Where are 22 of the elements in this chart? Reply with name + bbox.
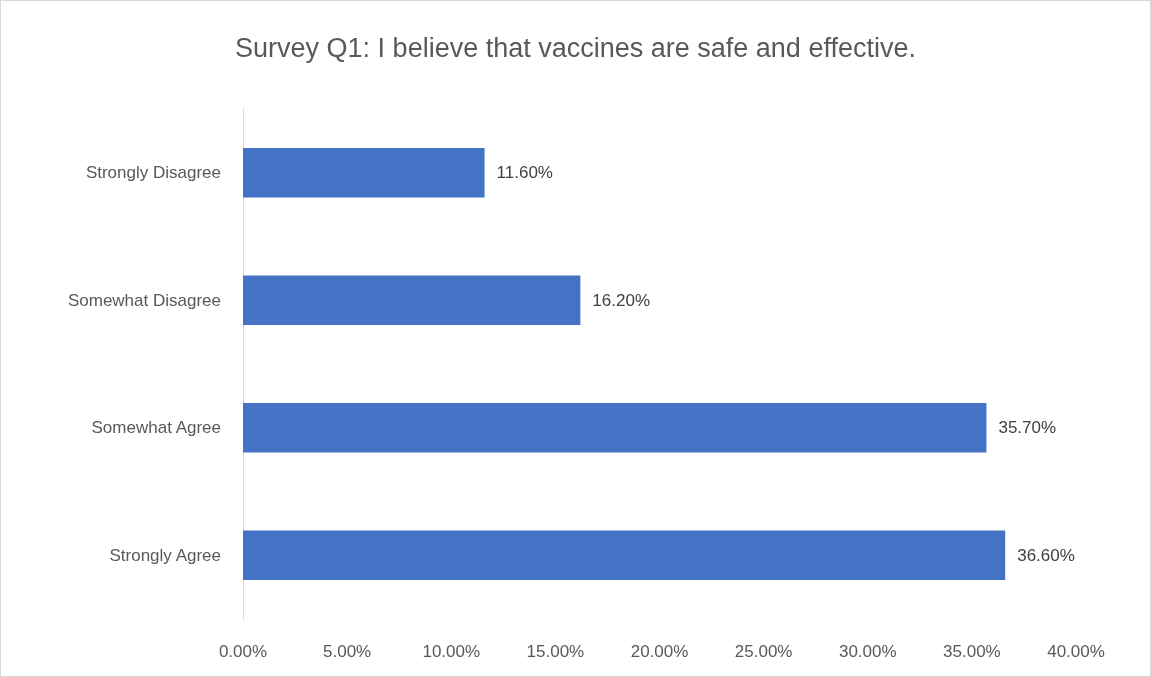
data-label: 35.70% <box>998 418 1057 438</box>
bar <box>243 530 1006 581</box>
bar <box>243 402 987 453</box>
x-tick-label: 40.00% <box>1047 642 1105 661</box>
bar <box>243 275 581 326</box>
x-tick-label: 25.00% <box>734 642 793 661</box>
bar <box>243 147 485 198</box>
data-label: 16.20% <box>592 290 651 310</box>
x-tick-label: 0.00% <box>218 642 268 661</box>
x-tick-label: 35.00% <box>943 642 1001 661</box>
y-tick-label: Somewhat Agree <box>91 418 221 438</box>
x-tick-label: 20.00% <box>630 642 689 661</box>
data-label: 36.60% <box>1017 545 1075 565</box>
x-tick-label: 15.00% <box>526 642 585 661</box>
y-tick-label: Strongly Agree <box>109 545 221 565</box>
data-label: 11.60% <box>496 163 553 183</box>
y-tick-label: Somewhat Disagree <box>67 290 221 310</box>
chart-title: Survey Q1: I believe that vaccines are safe and effective. <box>235 32 916 63</box>
x-tick-label: 5.00% <box>323 642 372 661</box>
x-tick-label: 30.00% <box>838 642 897 661</box>
x-tick-label: 10.00% <box>422 642 481 661</box>
y-tick-label: Strongly Disagree <box>85 163 221 183</box>
